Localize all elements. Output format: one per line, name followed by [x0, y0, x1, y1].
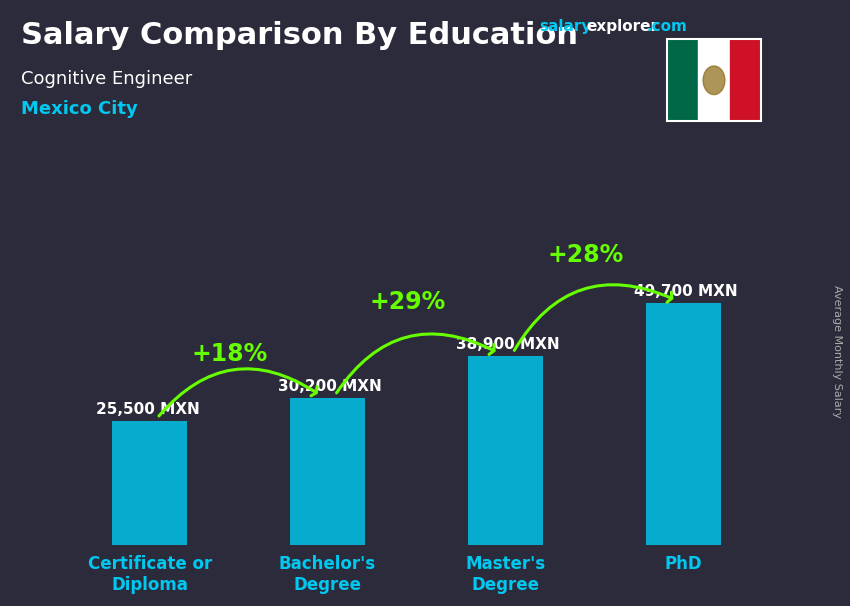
Text: Salary Comparison By Education: Salary Comparison By Education: [21, 21, 578, 50]
Text: +28%: +28%: [547, 242, 624, 267]
Text: Cognitive Engineer: Cognitive Engineer: [21, 70, 192, 88]
Bar: [468, 356, 543, 545]
Text: +29%: +29%: [370, 290, 445, 315]
Text: +18%: +18%: [191, 342, 268, 367]
Text: Mexico City: Mexico City: [21, 100, 138, 118]
Bar: [646, 303, 721, 545]
Bar: [667, 39, 699, 121]
Bar: [699, 39, 729, 121]
Text: 25,500 MXN: 25,500 MXN: [96, 402, 200, 418]
Text: 49,700 MXN: 49,700 MXN: [633, 284, 737, 299]
Bar: [290, 398, 365, 545]
Text: 38,900 MXN: 38,900 MXN: [456, 337, 559, 352]
Bar: [729, 39, 761, 121]
Text: salary: salary: [540, 19, 592, 35]
Circle shape: [703, 66, 725, 95]
Text: .com: .com: [646, 19, 687, 35]
Text: explorer: explorer: [586, 19, 659, 35]
Text: 30,200 MXN: 30,200 MXN: [278, 379, 382, 395]
Text: Average Monthly Salary: Average Monthly Salary: [832, 285, 842, 418]
Bar: [112, 421, 187, 545]
